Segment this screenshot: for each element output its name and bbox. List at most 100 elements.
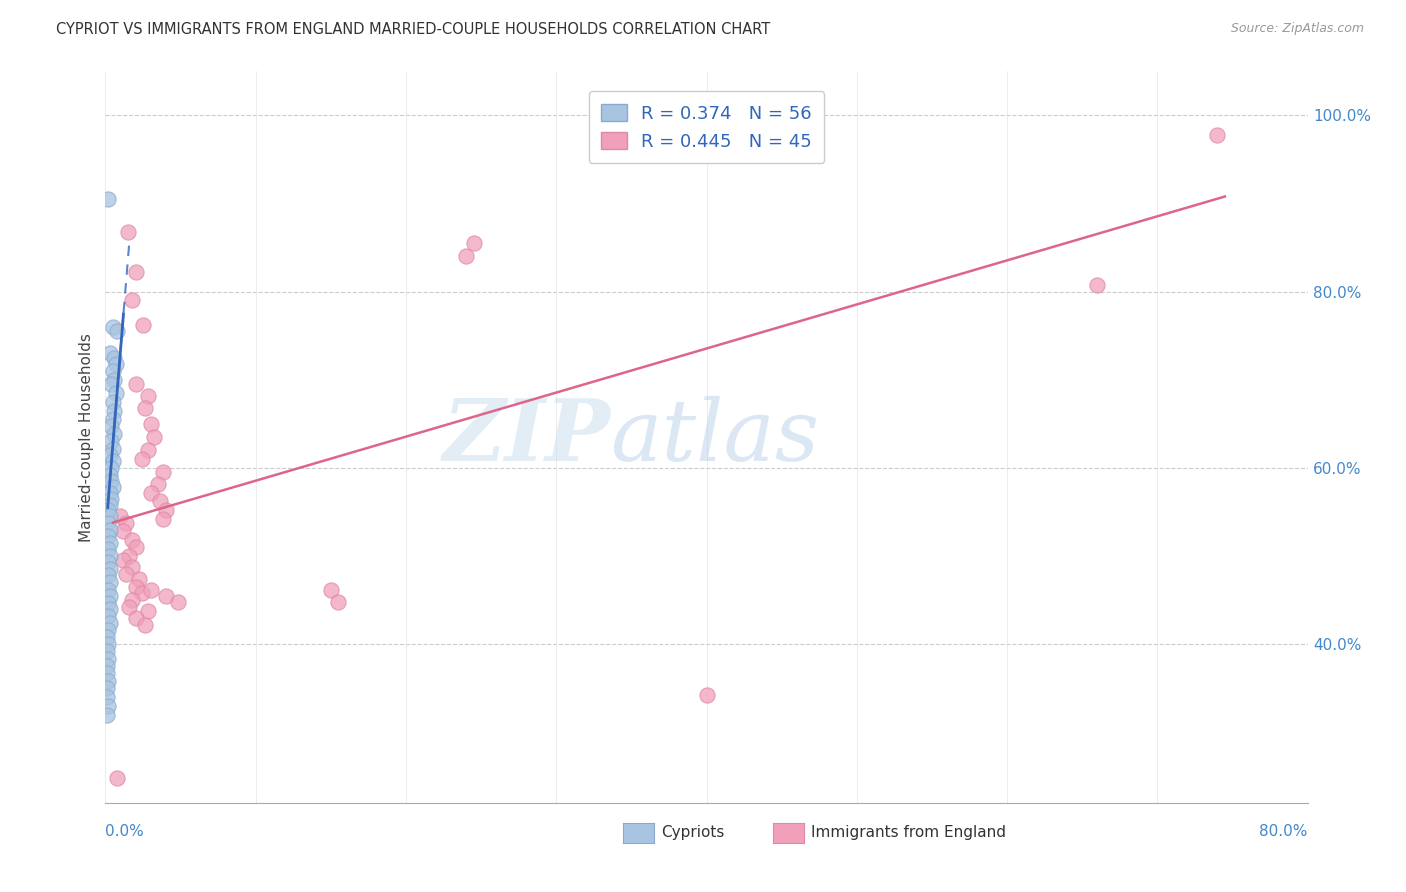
- Point: [121, 293, 143, 308]
- Point: [97, 698, 120, 713]
- Y-axis label: Married-couple Households: Married-couple Households: [79, 333, 94, 541]
- Point: [97, 555, 120, 569]
- Point: [124, 265, 146, 279]
- Point: [98, 346, 121, 360]
- Text: CYPRIOT VS IMMIGRANTS FROM ENGLAND MARRIED-COUPLE HOUSEHOLDS CORRELATION CHART: CYPRIOT VS IMMIGRANTS FROM ENGLAND MARRI…: [56, 22, 770, 37]
- Point: [96, 681, 118, 696]
- Point: [166, 595, 188, 609]
- Point: [98, 523, 121, 537]
- Point: [139, 485, 162, 500]
- Point: [124, 611, 146, 625]
- Point: [142, 430, 165, 444]
- Point: [103, 427, 125, 442]
- Point: [454, 249, 477, 263]
- Point: [110, 509, 132, 524]
- Point: [152, 466, 174, 480]
- Text: 80.0%: 80.0%: [1260, 824, 1308, 838]
- Point: [101, 364, 124, 378]
- Point: [100, 491, 122, 506]
- Point: [136, 604, 159, 618]
- Point: [101, 320, 124, 334]
- Point: [139, 417, 162, 431]
- Point: [98, 509, 121, 524]
- Point: [100, 474, 122, 488]
- Point: [107, 771, 129, 785]
- Point: [98, 575, 121, 590]
- Point: [101, 454, 124, 468]
- Point: [97, 596, 120, 610]
- Point: [134, 617, 156, 632]
- Point: [98, 589, 121, 603]
- Point: [96, 644, 118, 658]
- Point: [101, 412, 124, 426]
- Point: [463, 236, 485, 251]
- Point: [97, 192, 120, 206]
- Point: [124, 580, 146, 594]
- Text: Source: ZipAtlas.com: Source: ZipAtlas.com: [1230, 22, 1364, 36]
- Point: [128, 572, 150, 586]
- Point: [118, 549, 141, 563]
- Point: [121, 559, 143, 574]
- Point: [117, 225, 139, 239]
- Text: ZIP: ZIP: [443, 395, 610, 479]
- Point: [98, 467, 121, 482]
- Point: [139, 582, 162, 597]
- Point: [96, 630, 118, 644]
- Text: Immigrants from England: Immigrants from England: [811, 825, 1007, 839]
- Point: [131, 452, 153, 467]
- Point: [103, 373, 125, 387]
- Point: [107, 324, 129, 338]
- Point: [104, 357, 127, 371]
- Point: [98, 536, 121, 550]
- Point: [124, 377, 146, 392]
- Point: [136, 389, 159, 403]
- Point: [97, 652, 120, 666]
- Point: [98, 549, 121, 563]
- Point: [97, 674, 120, 689]
- Point: [98, 602, 121, 616]
- Point: [696, 688, 718, 702]
- Point: [101, 394, 124, 409]
- Point: [97, 568, 120, 582]
- Point: [96, 707, 118, 722]
- Point: [96, 659, 118, 673]
- Text: Cypriots: Cypriots: [661, 825, 724, 839]
- Point: [152, 512, 174, 526]
- Point: [101, 480, 124, 494]
- Point: [97, 503, 120, 517]
- Point: [155, 589, 177, 603]
- Point: [104, 386, 127, 401]
- Point: [96, 690, 118, 704]
- Point: [124, 540, 146, 554]
- Point: [97, 541, 120, 556]
- Point: [101, 442, 124, 456]
- Point: [155, 503, 177, 517]
- Point: [319, 582, 342, 597]
- Point: [100, 434, 122, 449]
- Point: [132, 318, 155, 333]
- Point: [103, 351, 125, 365]
- Point: [98, 615, 121, 630]
- Point: [96, 666, 118, 681]
- Point: [115, 516, 138, 530]
- Point: [100, 418, 122, 433]
- Point: [100, 377, 122, 392]
- Text: 0.0%: 0.0%: [105, 824, 145, 838]
- Point: [98, 562, 121, 576]
- Point: [98, 448, 121, 462]
- Point: [103, 403, 125, 417]
- Point: [148, 494, 170, 508]
- Point: [97, 582, 120, 597]
- Point: [100, 461, 122, 475]
- Point: [97, 529, 120, 543]
- Point: [136, 443, 159, 458]
- Point: [131, 586, 153, 600]
- Point: [121, 593, 143, 607]
- Point: [134, 401, 156, 415]
- Point: [1085, 277, 1108, 292]
- Point: [121, 533, 143, 548]
- Point: [115, 566, 138, 581]
- Point: [97, 623, 120, 637]
- Text: atlas: atlas: [610, 396, 820, 478]
- Point: [328, 595, 350, 609]
